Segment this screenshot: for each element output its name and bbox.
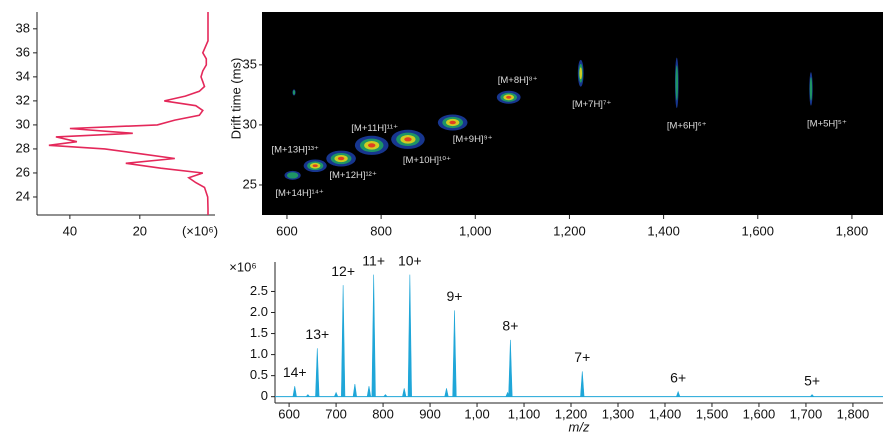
peak [452,310,457,397]
x-tick-label: 1,500 [696,406,729,421]
peak [402,388,407,397]
spot-label: [M+12H]¹²⁺ [329,170,377,181]
x-tick-label: 600 [278,406,300,421]
peak-label: 11+ [362,252,385,268]
x-unit-label: (×10⁶) [182,223,218,238]
y-tick-label: 1.5 [250,325,268,340]
spot-label: [M+5H]⁵⁺ [807,118,847,129]
peak-label: 6+ [670,369,686,385]
heatmap-spot [286,172,299,179]
peak [580,371,585,397]
heatmap-spot [579,67,583,80]
x-tick-label: 1,800 [837,406,870,421]
x-tick-label: 900 [419,406,441,421]
y-tick-label: 1.0 [250,346,268,361]
y-axis-label: Drift time (ms) [228,58,243,140]
heatmap-spot [809,77,813,101]
x-tick-label: 600 [276,223,298,238]
peak [366,386,372,397]
x-tick-label: 1,100 [508,406,541,421]
peak [371,274,376,397]
spot-label: [M+8H]⁸⁺ [498,75,538,86]
x-tick-label: 1,400 [649,406,682,421]
heatmap-spot [506,95,512,99]
x-tick-label: 1,400 [647,223,680,238]
heatmap-spot [337,156,345,161]
y-tick-label: 32 [16,92,30,107]
peak-label: 14+ [283,364,307,380]
x-tick-label: 1,700 [790,406,823,421]
heatmap-spot [292,90,296,95]
peak [809,394,815,397]
x-tick-label: 1,200 [555,406,588,421]
peak [315,348,320,397]
y-tick-label: 2.0 [250,304,268,319]
peak-label: 9+ [447,288,463,304]
peak-label: 8+ [502,318,518,334]
y-tick-label: 24 [16,188,30,203]
x-tick-label: 1,600 [743,406,776,421]
spot-label: [M+11H]¹¹⁺ [351,123,398,134]
y-unit-label: ×10⁶ [229,259,256,274]
y-tick-label: 28 [16,140,30,155]
heatmap-spot [312,164,318,168]
y-tick-label: 35 [243,56,257,71]
heatmap-spot [449,120,456,125]
y-tick-label: 0.5 [250,367,268,382]
heatmap-spot [368,143,376,148]
peak [341,285,346,397]
spot-label: [M+6H]⁶⁺ [667,120,707,131]
y-tick-label: 0 [261,388,268,403]
x-tick-label: 1,200 [553,223,586,238]
x-tick-label: 1,000 [459,223,492,238]
peak [508,339,513,397]
x-tick-label: 1,800 [836,223,869,238]
peak [292,386,297,397]
y-tick-label: 26 [16,164,30,179]
x-tick-label: 1,600 [741,223,774,238]
peak-label: 13+ [305,326,329,342]
peak [444,388,449,397]
spot-label: [M+10H]¹⁰⁺ [403,155,451,166]
x-tick-label: 800 [370,223,392,238]
x-tick-label: 700 [325,406,347,421]
x-axis-label: m/z [569,419,590,434]
heatmap-spot [675,65,679,101]
peak [333,391,339,397]
x-tick-label: 20 [133,223,147,238]
x-tick-label: 1,300 [602,406,635,421]
spot-label: [M+13H]¹³⁺ [271,144,319,155]
spot-label: [M+7H]⁷⁺ [572,99,611,110]
peak [305,394,311,397]
peak [675,390,681,397]
x-tick-label: 1,00 [464,406,489,421]
peak-label: 5+ [804,372,820,388]
peak-label: 12+ [331,263,355,279]
spot-label: [M+9H]⁹⁺ [453,134,493,145]
peak-label: 10+ [398,252,422,268]
heatmap-background [262,12,883,215]
y-tick-label: 38 [16,20,30,35]
y-tick-label: 36 [16,44,30,59]
y-tick-label: 34 [16,68,30,83]
peak [352,384,358,397]
y-tick-label: 25 [243,176,257,191]
peak [382,394,388,397]
heatmap-spot [404,137,412,142]
y-tick-label: 30 [243,116,257,131]
y-tick-label: 30 [16,116,30,131]
peak-label: 7+ [574,349,590,365]
drift-profile [48,12,209,215]
spot-label: [M+14H]¹⁴⁺ [275,188,323,199]
y-tick-label: 2.5 [250,283,268,298]
peak [407,274,412,397]
x-tick-label: 800 [372,406,394,421]
x-tick-label: 40 [63,223,77,238]
